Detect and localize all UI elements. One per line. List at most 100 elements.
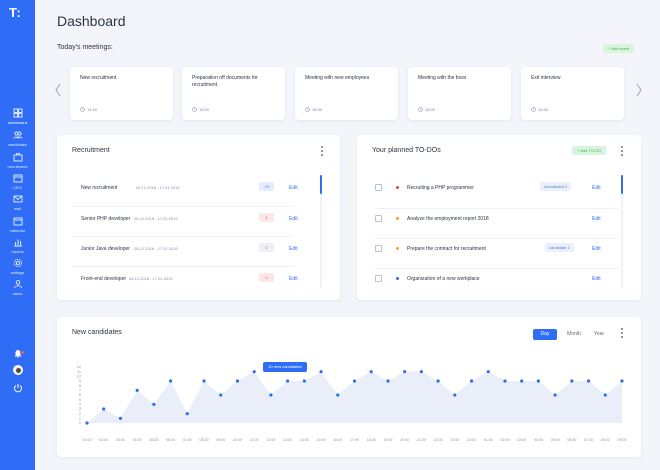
data-point[interactable] bbox=[620, 379, 624, 383]
sidebar-item-mail[interactable]: mail bbox=[0, 194, 35, 215]
data-point[interactable] bbox=[302, 379, 306, 383]
edit-link[interactable]: Edit bbox=[289, 246, 298, 252]
data-point[interactable] bbox=[403, 370, 407, 374]
period-year-button[interactable]: Year bbox=[593, 331, 605, 337]
clock-icon bbox=[305, 107, 310, 112]
gear-icon bbox=[13, 259, 22, 267]
recruitment-row[interactable]: New recruitment 28.12.2018 - 17.01.2019 +3… bbox=[72, 176, 298, 200]
data-point[interactable] bbox=[319, 370, 323, 374]
sidebar-item-recruitment[interactable]: recruitment bbox=[0, 152, 35, 173]
data-point[interactable] bbox=[469, 379, 474, 383]
sidebar-item-settings[interactable]: settings bbox=[0, 258, 35, 279]
recruitment-row[interactable]: Junior Java developer 28.12.2018 - 17.01.… bbox=[72, 236, 298, 260]
recruitment-scrollbar[interactable] bbox=[320, 175, 322, 288]
data-point[interactable] bbox=[386, 379, 390, 383]
todo-scroll-thumb[interactable] bbox=[621, 175, 623, 194]
meeting-time: 15:30 bbox=[305, 107, 322, 112]
todo-tag[interactable]: recruitment 2 bbox=[540, 182, 572, 191]
notifications-button[interactable] bbox=[0, 346, 35, 358]
add-event-button[interactable]: + Add event bbox=[603, 44, 635, 53]
data-point[interactable] bbox=[436, 379, 440, 383]
todo-menu-icon[interactable] bbox=[620, 146, 624, 156]
data-point[interactable] bbox=[553, 393, 557, 397]
y-tick-label: 11 bbox=[77, 370, 81, 374]
candidates-menu-icon[interactable] bbox=[620, 328, 624, 338]
data-point[interactable] bbox=[336, 393, 340, 397]
recruitment-menu-icon[interactable] bbox=[320, 146, 324, 156]
data-point[interactable] bbox=[419, 370, 423, 374]
logout-button[interactable] bbox=[0, 383, 35, 393]
data-point[interactable] bbox=[570, 379, 574, 383]
data-point[interactable] bbox=[453, 393, 457, 397]
meeting-card[interactable]: Meeting with the boss 16:00 bbox=[408, 67, 511, 120]
todo-checkbox[interactable] bbox=[375, 215, 382, 222]
bell-icon bbox=[13, 346, 25, 358]
edit-link[interactable]: Edit bbox=[289, 216, 298, 222]
data-point[interactable] bbox=[235, 379, 240, 383]
todo-tag[interactable]: candidate 1 bbox=[545, 243, 574, 252]
data-point[interactable] bbox=[168, 379, 173, 383]
data-point[interactable] bbox=[85, 421, 89, 425]
sidebar-item-candidates[interactable]: candidates bbox=[0, 130, 35, 151]
sidebar: T: dashboard candidates recruitment CEO mail… bbox=[0, 0, 35, 470]
edit-link[interactable]: Edit bbox=[592, 185, 601, 191]
todo-text: Prepare the contract for recruitment bbox=[407, 246, 486, 252]
data-point[interactable] bbox=[503, 379, 507, 383]
data-point[interactable] bbox=[269, 393, 273, 397]
edit-link[interactable]: Edit bbox=[289, 185, 298, 191]
meeting-card[interactable]: Exit interview 16:30 bbox=[521, 67, 624, 120]
meeting-title: Meeting with new employees bbox=[305, 75, 370, 81]
meeting-card[interactable]: New recruitment 14:30 bbox=[70, 67, 173, 120]
data-point[interactable] bbox=[135, 388, 139, 392]
add-todo-button[interactable]: + Add TO-DO bbox=[572, 146, 607, 155]
data-point[interactable] bbox=[486, 370, 490, 374]
todo-checkbox[interactable] bbox=[375, 275, 382, 282]
todo-checkbox[interactable] bbox=[375, 245, 382, 252]
edit-link[interactable]: Edit bbox=[289, 276, 298, 282]
data-point[interactable] bbox=[536, 379, 541, 383]
todo-checkbox[interactable] bbox=[375, 184, 382, 191]
data-point[interactable] bbox=[252, 370, 256, 374]
x-tick-label: 17:00 bbox=[350, 438, 359, 442]
recruitment-row[interactable]: Front-end developer 28.12.2018 - 17.01.20… bbox=[72, 266, 298, 290]
data-point[interactable] bbox=[102, 407, 106, 411]
recruitment-scroll-thumb[interactable] bbox=[320, 175, 322, 194]
y-tick-label: 1 bbox=[79, 417, 81, 421]
meetings-prev-arrow[interactable] bbox=[55, 83, 61, 100]
sidebar-item-label: users bbox=[12, 291, 23, 296]
recruitment-row[interactable]: Senior PHP developer 28.12.2018 - 17.01.2… bbox=[72, 206, 298, 230]
data-point[interactable] bbox=[520, 379, 524, 383]
todo-scrollbar[interactable] bbox=[621, 175, 623, 288]
edit-link[interactable]: Edit bbox=[592, 216, 601, 222]
sidebar-item-calendar[interactable]: calendar bbox=[0, 216, 35, 237]
recruitment-dates: 28.12.2018 - 17.01.2019 bbox=[134, 216, 178, 221]
x-tick-label: 06:00 bbox=[567, 438, 576, 442]
meeting-card[interactable]: Preparation off documents for recruitmen… bbox=[182, 67, 285, 120]
meetings-next-arrow[interactable] bbox=[636, 83, 642, 100]
meeting-card[interactable]: Meeting with new employees 15:30 bbox=[295, 67, 398, 120]
data-point[interactable] bbox=[369, 370, 373, 374]
todo-row: Prepare the contract for recruitment cand… bbox=[375, 238, 619, 262]
data-point[interactable] bbox=[603, 393, 607, 397]
period-month-button[interactable]: Month bbox=[567, 331, 581, 337]
sidebar-item-users[interactable]: users bbox=[0, 279, 35, 300]
data-point[interactable] bbox=[202, 379, 206, 383]
edit-link[interactable]: Edit bbox=[592, 246, 601, 252]
meeting-time-text: 15:30 bbox=[312, 107, 323, 112]
data-point[interactable] bbox=[118, 416, 123, 420]
data-point[interactable] bbox=[185, 412, 189, 416]
app-logo[interactable]: T: bbox=[9, 5, 22, 20]
data-point[interactable] bbox=[152, 402, 156, 406]
data-point[interactable] bbox=[286, 379, 290, 383]
sidebar-item-ceo[interactable]: CEO bbox=[0, 173, 35, 194]
x-tick-label: 01:00 bbox=[83, 438, 92, 442]
sidebar-item-reports[interactable]: reports bbox=[0, 237, 35, 258]
data-point[interactable] bbox=[352, 379, 357, 383]
data-point[interactable] bbox=[586, 379, 591, 383]
user-menu[interactable] bbox=[0, 365, 35, 375]
period-day-button[interactable]: Day bbox=[533, 329, 557, 340]
priority-dot bbox=[396, 217, 399, 220]
data-point[interactable] bbox=[219, 393, 223, 397]
edit-link[interactable]: Edit bbox=[592, 276, 601, 282]
sidebar-item-dashboard[interactable]: dashboard bbox=[0, 108, 35, 129]
